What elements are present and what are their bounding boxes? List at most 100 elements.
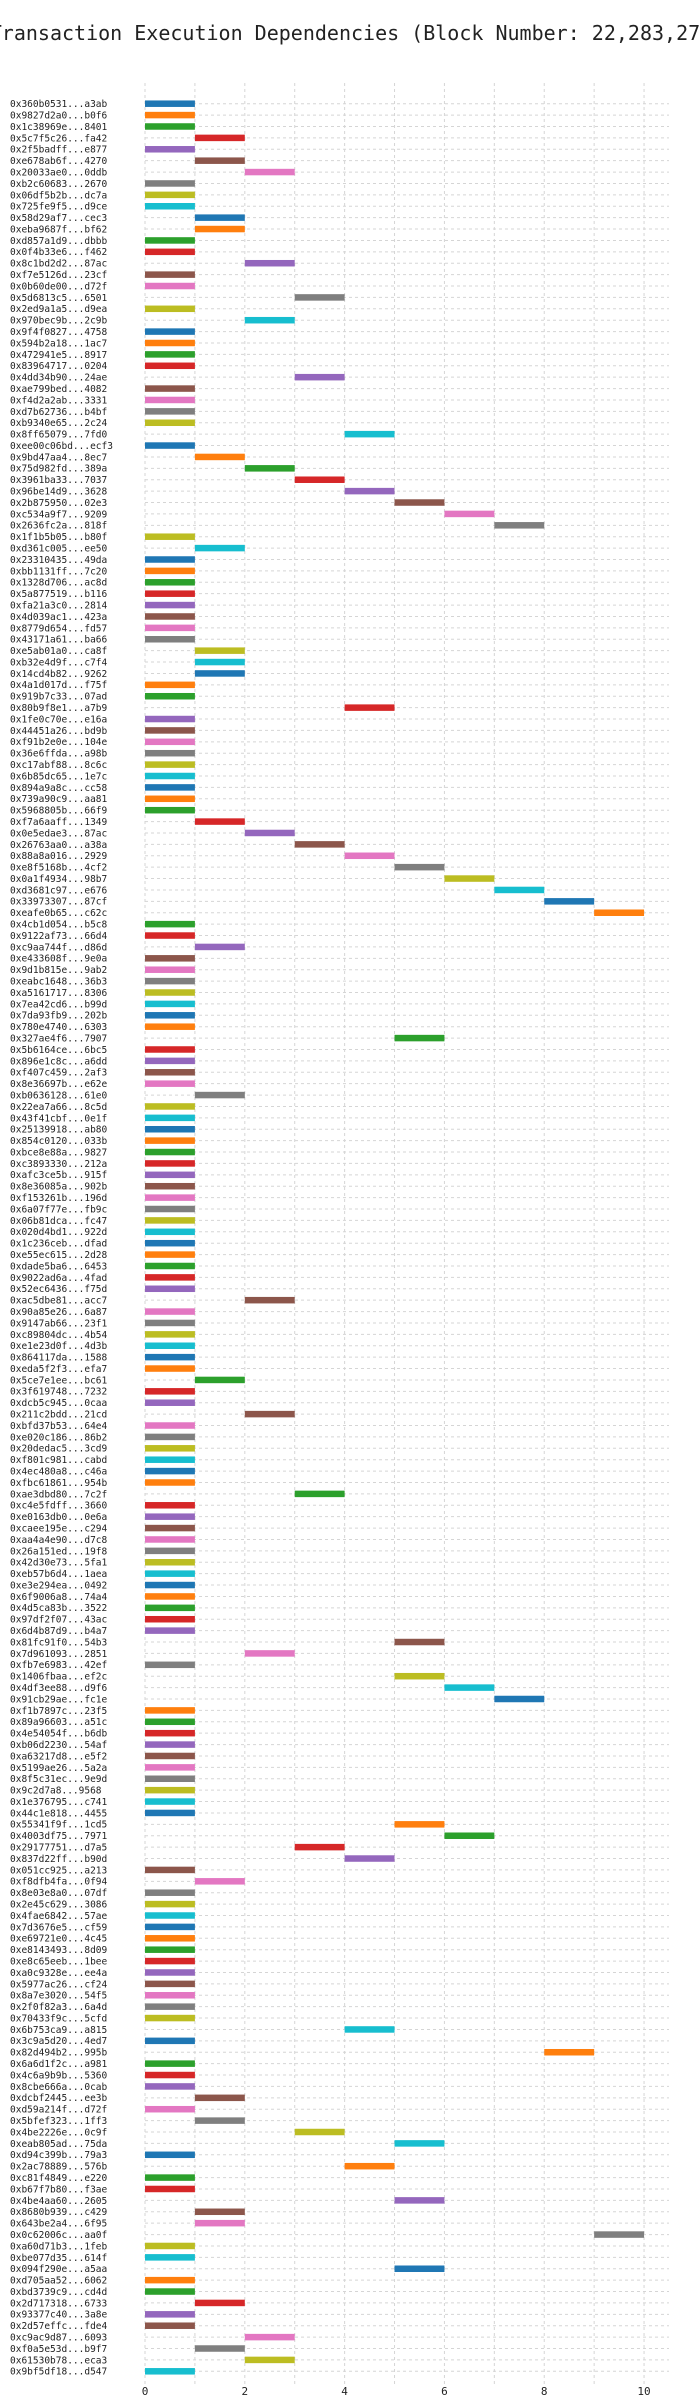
transaction-bar <box>544 2048 595 2056</box>
transaction-label: 0x9827d2a0...b0f6 <box>10 110 108 121</box>
transaction-labels: 0x360b0531...a3ab0x9827d2a0...b0f60x1c38… <box>10 99 113 2378</box>
transaction-label: 0xe8c65eeb...1bee <box>10 1956 108 1967</box>
transaction-label: 0x0e5edae3...87ac <box>10 828 107 839</box>
transaction-label: 0xe5ab01a0...ca8f <box>10 646 107 657</box>
transaction-bar <box>145 1080 195 1087</box>
transaction-bar <box>145 1593 195 1600</box>
transaction-bar <box>244 1410 295 1418</box>
transaction-bar <box>194 658 245 666</box>
transaction-bar <box>145 2254 195 2261</box>
transaction-label: 0x4dd34b90...24ae <box>10 373 108 384</box>
x-tick-label: 6 <box>441 2385 448 2398</box>
transaction-bar <box>145 2105 195 2113</box>
transaction-bar <box>494 522 545 529</box>
transaction-bar <box>444 1832 495 1839</box>
transaction-bar <box>145 1217 195 1224</box>
transaction-bar <box>145 2288 195 2295</box>
transaction-label: 0xf7e5126d...23cf <box>10 270 107 281</box>
transaction-bar <box>145 567 195 575</box>
transaction-bar <box>294 2128 345 2136</box>
transaction-label: 0x9d1b815e...9ab2 <box>10 965 107 976</box>
transaction-bar <box>145 692 195 700</box>
transaction-label: 0x55341f9f...1cd5 <box>10 1820 107 1831</box>
transaction-bar <box>145 1046 195 1053</box>
transaction-label: 0x2f0f82a3...6a4d <box>10 2002 107 2013</box>
transaction-label: 0x1406fbaa...ef2c <box>10 1672 107 1683</box>
transaction-label: 0x8cbe666a...0cab <box>10 2082 108 2093</box>
transaction-label: 0x3f619748...7232 <box>10 1387 107 1398</box>
transaction-label: 0xbb1131ff...7c20 <box>10 566 108 577</box>
transaction-label: 0x051cc925...a213 <box>10 1865 107 1876</box>
transaction-bar <box>145 2037 195 2045</box>
transaction-label: 0x4be4aa60...2605 <box>10 2196 107 2207</box>
transaction-bar <box>145 1570 195 1577</box>
transaction-bar <box>145 100 195 107</box>
transaction-bar <box>145 2368 195 2375</box>
transaction-label: 0xbd3739c9...cd4d <box>10 2287 107 2298</box>
transaction-bar <box>145 1023 195 1030</box>
transaction-label: 0x44451a26...bd9b <box>10 726 108 737</box>
transaction-label: 0xeabc1648...36b3 <box>10 977 107 988</box>
transaction-bar <box>394 2197 445 2204</box>
transaction-bar <box>145 1935 195 1942</box>
transaction-bar <box>145 123 195 130</box>
transaction-label: 0x894a9a8c...cc58 <box>10 783 108 794</box>
transaction-label: 0x854c0120...033b <box>10 1136 108 1147</box>
transaction-bar <box>594 2231 645 2238</box>
transaction-bar <box>145 1866 195 1874</box>
transaction-bar <box>145 1353 195 1361</box>
transaction-label: 0x0a1f4934...98b7 <box>10 874 107 885</box>
transaction-bar <box>145 1319 195 1327</box>
transaction-bar <box>145 1205 195 1213</box>
transaction-bar <box>194 544 245 552</box>
transaction-bar <box>194 2094 245 2102</box>
transaction-label: 0x88a8a016...2929 <box>10 851 108 862</box>
transaction-label: 0xf91b2e0e...104e <box>10 737 108 748</box>
transaction-label: 0x4fae6842...57ae <box>10 1911 108 1922</box>
transaction-label: 0x4cb1d054...b5c8 <box>10 920 108 931</box>
transaction-label: 0xae3dbd80...7c2f <box>10 1489 107 1500</box>
transaction-label: 0x4be2226e...0c9f <box>10 2127 107 2138</box>
transaction-bar <box>145 1923 195 1931</box>
transaction-bar <box>145 1798 195 1805</box>
transaction-bar <box>145 111 195 119</box>
transaction-label: 0xf8dfb4fa...0f94 <box>10 1877 108 1888</box>
transaction-label: 0x5977ac26...cf24 <box>10 1979 108 1990</box>
transaction-bar <box>145 180 195 187</box>
transaction-bar <box>145 1912 195 1919</box>
transaction-bar <box>194 2345 245 2352</box>
transaction-bar <box>444 510 495 518</box>
transaction-label: 0x80b9f8e1...a7b9 <box>10 703 108 714</box>
transaction-label: 0x327ae4f6...7907 <box>10 1033 107 1044</box>
transaction-bar <box>145 328 195 335</box>
transaction-bar <box>194 214 245 221</box>
transaction-bar <box>145 795 195 803</box>
transaction-bar <box>145 408 195 415</box>
transaction-bar <box>394 863 445 871</box>
transaction-bar <box>145 282 195 290</box>
transaction-bar <box>145 2311 195 2318</box>
transaction-bar <box>145 1536 195 1543</box>
transaction-label: 0x36e6ffda...a98b <box>10 749 108 760</box>
transaction-bar <box>145 2185 195 2193</box>
transaction-bars <box>145 100 645 2375</box>
transaction-label: 0xafc3ce5b...915f <box>10 1170 107 1181</box>
transaction-label: 0x81fc91f0...54b3 <box>10 1637 107 1648</box>
transaction-bar <box>145 1445 195 1452</box>
transaction-label: 0x58d29af7...cec3 <box>10 213 107 224</box>
transaction-label: 0xc9aa744f...d86d <box>10 942 107 953</box>
transaction-bar <box>145 1513 195 1520</box>
transaction-bar <box>344 2162 395 2170</box>
transaction-bar <box>145 590 195 597</box>
transaction-label: 0xee00c06bd...ecf3 <box>10 441 113 452</box>
transaction-label: 0x8779d654...fd57 <box>10 623 107 634</box>
transaction-bar <box>145 761 195 768</box>
transaction-label: 0x211c2bdd...21cd <box>10 1410 107 1421</box>
transaction-label: 0x7da93fb9...202b <box>10 1011 108 1022</box>
transaction-bar <box>145 396 195 404</box>
transaction-label: 0xb9340e65...2c24 <box>10 418 108 429</box>
transaction-label: 0xe55ec615...2d28 <box>10 1250 108 1261</box>
transaction-bar <box>145 237 195 244</box>
transaction-label: 0x1e376795...c741 <box>10 1797 108 1808</box>
